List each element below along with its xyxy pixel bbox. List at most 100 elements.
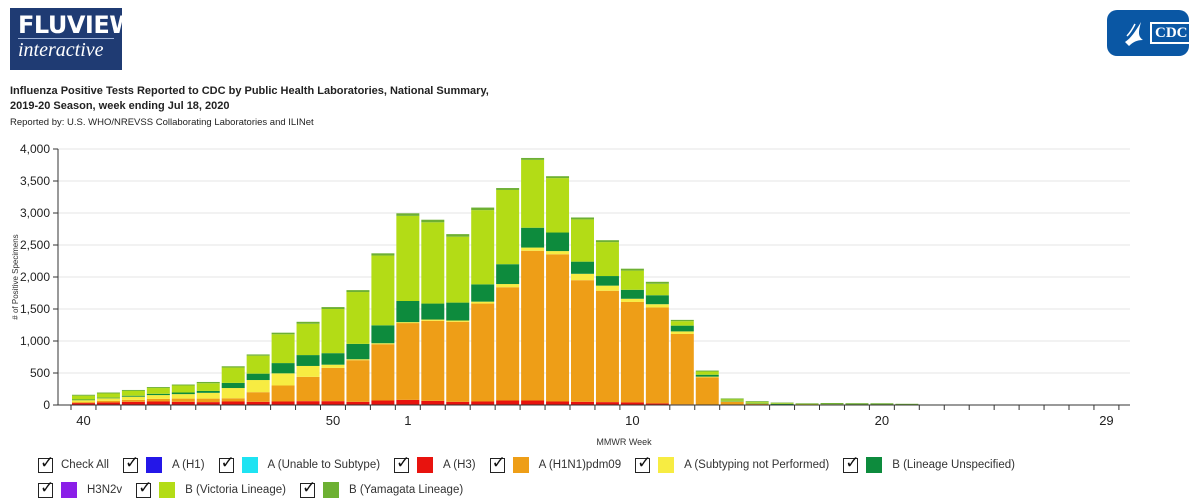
bar-segment[interactable] <box>496 188 520 190</box>
bar-segment[interactable] <box>645 304 669 308</box>
bar-segment[interactable] <box>396 399 420 405</box>
bar-segment[interactable] <box>346 343 370 360</box>
bar-segment[interactable] <box>271 334 295 364</box>
bar-segment[interactable] <box>521 159 545 228</box>
legend-item[interactable]: A (H1) <box>122 453 205 473</box>
bar-segment[interactable] <box>321 364 345 368</box>
legend-checkbox[interactable] <box>635 453 651 473</box>
bar-segment[interactable] <box>171 401 195 405</box>
bar-segment[interactable] <box>196 383 220 391</box>
bar-segment[interactable] <box>296 321 320 324</box>
bar-segment[interactable] <box>171 385 195 393</box>
legend-checkbox[interactable] <box>136 478 152 498</box>
bar-segment[interactable] <box>720 399 744 401</box>
bar-segment[interactable] <box>620 301 644 403</box>
bar-segment[interactable] <box>471 207 495 211</box>
bar-segment[interactable] <box>446 236 470 303</box>
bar-segment[interactable] <box>421 319 445 321</box>
bar-segment[interactable] <box>421 222 445 304</box>
bar-segment[interactable] <box>321 401 345 405</box>
bar-segment[interactable] <box>321 367 345 402</box>
bar-segment[interactable] <box>196 390 220 393</box>
check-all-checkbox[interactable] <box>38 453 54 473</box>
bar-segment[interactable] <box>221 366 245 368</box>
bar-segment[interactable] <box>72 403 95 405</box>
legend-check-all[interactable]: Check All <box>38 453 109 473</box>
bar-segment[interactable] <box>346 360 370 402</box>
bar-segment[interactable] <box>471 301 495 304</box>
legend-checkbox[interactable] <box>218 453 235 473</box>
bar-segment[interactable] <box>396 323 420 400</box>
bar-segment[interactable] <box>620 402 644 405</box>
bar-segment[interactable] <box>271 332 295 335</box>
bar-segment[interactable] <box>571 261 594 274</box>
bar-segment[interactable] <box>121 389 145 391</box>
bar-segment[interactable] <box>546 178 570 233</box>
bar-segment[interactable] <box>546 254 570 402</box>
bar-segment[interactable] <box>546 176 570 179</box>
bar-segment[interactable] <box>670 321 694 326</box>
bar-segment[interactable] <box>146 401 170 405</box>
bar-segment[interactable] <box>346 292 370 344</box>
bar-segment[interactable] <box>496 284 520 288</box>
bar-segment[interactable] <box>521 247 545 251</box>
bar-segment[interactable] <box>546 232 570 252</box>
legend-item[interactable]: A (H3) <box>394 453 476 473</box>
legend-item[interactable]: H3N2v <box>38 478 122 498</box>
bar-segment[interactable] <box>471 401 495 405</box>
bar-segment[interactable] <box>620 298 644 302</box>
bar-segment[interactable] <box>471 284 495 302</box>
bar-segment[interactable] <box>121 401 145 405</box>
bar-segment[interactable] <box>196 392 220 399</box>
bar-segment[interactable] <box>121 395 145 397</box>
bar-segment[interactable] <box>246 401 270 405</box>
bar-segment[interactable] <box>521 157 545 160</box>
bar-segment[interactable] <box>595 402 619 405</box>
bar-segment[interactable] <box>146 387 170 389</box>
bar-segment[interactable] <box>845 403 869 405</box>
bar-segment[interactable] <box>396 322 420 324</box>
bar-segment[interactable] <box>745 403 769 404</box>
legend-checkbox[interactable] <box>299 478 316 498</box>
bar-segment[interactable] <box>221 382 245 389</box>
bar-segment[interactable] <box>171 398 195 402</box>
bar-segment[interactable] <box>595 290 619 403</box>
bar-segment[interactable] <box>72 399 95 401</box>
bar-segment[interactable] <box>271 363 295 374</box>
bar-segment[interactable] <box>421 320 445 401</box>
bar-segment[interactable] <box>271 385 295 402</box>
bar-segment[interactable] <box>795 403 819 404</box>
bar-segment[interactable] <box>196 402 220 405</box>
bar-segment[interactable] <box>296 401 320 405</box>
bar-segment[interactable] <box>770 402 794 404</box>
bar-segment[interactable] <box>745 401 769 403</box>
bar-segment[interactable] <box>446 321 470 402</box>
bar-segment[interactable] <box>446 320 470 322</box>
bar-segment[interactable] <box>446 234 470 237</box>
bar-segment[interactable] <box>396 215 420 301</box>
bar-segment[interactable] <box>121 396 145 400</box>
bar-segment[interactable] <box>421 303 445 320</box>
bar-segment[interactable] <box>72 395 95 400</box>
bar-segment[interactable] <box>645 281 669 284</box>
bar-segment[interactable] <box>695 370 719 372</box>
bar-segment[interactable] <box>571 401 594 405</box>
bar-segment[interactable] <box>421 400 445 405</box>
bar-segment[interactable] <box>695 377 719 405</box>
bar-segment[interactable] <box>146 395 170 399</box>
bar-segment[interactable] <box>246 354 270 356</box>
bar-segment[interactable] <box>645 403 669 405</box>
bar-segment[interactable] <box>296 376 320 402</box>
bar-segment[interactable] <box>745 403 769 405</box>
bar-segment[interactable] <box>620 270 644 290</box>
bar-segment[interactable] <box>446 401 470 405</box>
bar-segment[interactable] <box>72 400 95 403</box>
bar-segment[interactable] <box>371 253 395 256</box>
bar-segment[interactable] <box>246 392 270 402</box>
bar-segment[interactable] <box>720 398 744 400</box>
bar-segment[interactable] <box>620 268 644 271</box>
bar-segment[interactable] <box>221 401 245 405</box>
legend-checkbox[interactable] <box>843 453 859 473</box>
bar-segment[interactable] <box>496 189 520 265</box>
bar-segment[interactable] <box>745 403 769 404</box>
